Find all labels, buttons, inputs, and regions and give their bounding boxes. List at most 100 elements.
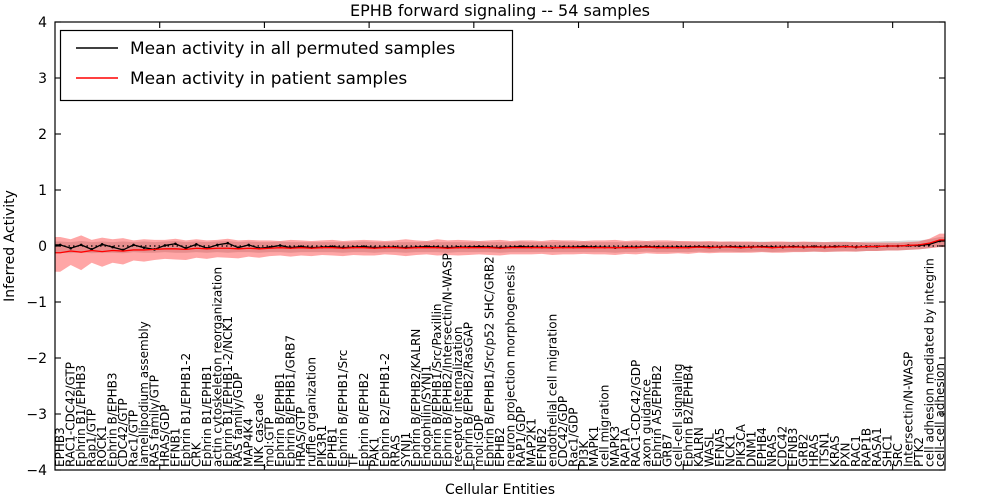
x-category-label: actin cytoskeleton reorganization xyxy=(210,267,224,467)
x-category-label: PIK3R1 xyxy=(315,425,329,467)
x-category-label: mol:GDP xyxy=(472,415,486,467)
series-marker xyxy=(278,244,282,247)
x-category-label: CDC42/GDP xyxy=(556,396,570,467)
series-marker xyxy=(174,242,177,246)
y-tick-label: 1 xyxy=(38,183,47,199)
series-marker xyxy=(69,246,73,250)
y-tick-label: 4 xyxy=(38,15,47,31)
x-category-label: ROCK1 xyxy=(95,425,109,467)
x-category-label: Ephrin B1/EPHB1-2/NCK1 xyxy=(221,316,235,467)
x-category-label: Ephrin B/EPHB1/Src/Paxillin xyxy=(430,303,444,467)
x-category-label: TF xyxy=(346,453,360,468)
chart-title: EPHB forward signaling -- 54 samples xyxy=(350,1,650,20)
x-category-label: GRB7 xyxy=(661,433,675,467)
y-tick-label: −1 xyxy=(26,295,47,311)
x-category-label: MAPK1 xyxy=(587,426,601,467)
x-category-label: mol:GTP xyxy=(263,417,277,467)
x-category-label: CRK xyxy=(189,441,203,467)
axes-frame xyxy=(54,21,946,471)
x-category-label: RAC1-CDC42/GTP xyxy=(64,362,78,467)
x-category-label: EPHB4 xyxy=(755,427,769,467)
x-category-label: MAPK3 xyxy=(608,426,622,467)
x-category-label: Ephrin A5/EPHB2 xyxy=(650,365,664,467)
x-category-label: EFNB3 xyxy=(786,428,800,467)
x-category-label: Ephrin B/EPHB1 xyxy=(273,373,287,467)
x-category-label: PI3K xyxy=(577,440,591,467)
x-category-label: Ephrin B/EPHB1/GRB7 xyxy=(284,335,298,467)
series-marker xyxy=(111,245,114,249)
x-category-label: NCK1 xyxy=(723,434,737,467)
x-category-label: Rap1/GTP xyxy=(85,409,99,467)
x-category-label: NRAS xyxy=(765,434,779,467)
legend-label-patient: Mean activity in patient samples xyxy=(130,69,407,89)
band-permuted-range xyxy=(55,237,945,254)
series-marker xyxy=(100,243,104,246)
x-category-label: HRAS xyxy=(807,434,821,467)
x-category-label: HRAS/GTP xyxy=(294,407,308,467)
series-marker xyxy=(163,244,167,247)
x-category-label: RRAS xyxy=(388,435,402,467)
x-category-label: endothelial cell migration xyxy=(545,314,559,467)
x-category-label: RAS family/GTP xyxy=(147,375,161,467)
legend: Mean activity in all permuted samples Me… xyxy=(59,29,514,102)
x-category-label: RAC1 xyxy=(849,435,863,467)
x-category-label: ruffle organization xyxy=(305,357,319,467)
x-category-label: Ephrin B/EPHB1/Src/p52 SHC/GRB2 xyxy=(483,256,497,467)
x-category-label: RAS family/GDP xyxy=(231,373,245,467)
x-category-label: receptor internalization xyxy=(451,327,465,467)
x-category-label: HRAS/GDP xyxy=(158,404,172,467)
legend-label-permuted: Mean activity in all permuted samples xyxy=(130,39,455,59)
x-category-label: neuron projection morphogenesis xyxy=(503,265,517,467)
x-category-label: MAP2K1 xyxy=(524,418,538,467)
series-marker xyxy=(142,246,146,249)
y-tick-label: −2 xyxy=(26,351,47,367)
x-category-label: cell-cell adhesion xyxy=(933,363,947,467)
x-category-label: Intersectin/N-WASP xyxy=(901,352,915,467)
series-marker xyxy=(79,243,83,247)
series-marker xyxy=(226,241,230,245)
x-category-label: cell migration xyxy=(598,385,612,467)
x-category-label: PTK2 xyxy=(912,437,926,467)
x-category-label: Ephrin B1/EPHB1-2 xyxy=(179,353,193,467)
x-category-label: EFNA5 xyxy=(713,428,727,467)
x-category-label: EPHB3 xyxy=(53,427,67,467)
x-category-label: Ephrin B/EPHB2/KALRN xyxy=(409,329,423,467)
x-category-label: PIK3CA xyxy=(734,423,748,467)
x-category-label: Rac1/GDP xyxy=(566,408,580,467)
y-tick-label: −3 xyxy=(26,407,47,423)
x-category-label: RAC1-CDC42/GDP xyxy=(629,360,643,467)
x-category-label: RASA1 xyxy=(870,427,884,467)
x-category-label: SHC1 xyxy=(880,434,894,467)
series-marker xyxy=(247,243,251,247)
x-axis-label: Cellular Entities xyxy=(445,482,555,498)
series-marker xyxy=(132,243,135,247)
x-category-label: Ephrin B/EPHB3 xyxy=(106,373,120,467)
x-category-label: EPHB2 xyxy=(493,427,507,467)
x-category-label: EFNB1 xyxy=(168,428,182,467)
x-category-label: RAP1B xyxy=(859,428,873,467)
x-category-label: Ephrin B2/EPHB4 xyxy=(681,365,695,467)
x-category-label: EPHB1 xyxy=(325,427,339,467)
x-category-label: axon guidance xyxy=(640,379,654,467)
x-category-label: lamellipodium assembly xyxy=(137,321,151,467)
x-category-label: cell-cell signaling xyxy=(671,364,685,468)
x-category-label: SRC xyxy=(891,443,905,467)
x-category-label: CDC42/GTP xyxy=(116,398,130,467)
x-category-label: Ephrin B/EPHB2/Intersectin/N-WASP xyxy=(441,253,455,467)
y-axis-label: Inferred Activity xyxy=(2,190,18,302)
x-category-label: Ephrin B/EPHB1/Src xyxy=(336,350,350,467)
x-category-label: Ephrin B1/EPHB1 xyxy=(200,365,214,467)
x-category-label: Ephrin B/EPHB2/RasGAP xyxy=(462,322,476,467)
series-marker xyxy=(215,243,219,247)
y-tick-label: 3 xyxy=(38,71,47,87)
x-category-label: ITSN1 xyxy=(818,432,832,467)
x-category-label: KALRN xyxy=(692,427,706,467)
x-category-label: Ephrin B1/EPHB3 xyxy=(74,365,88,467)
x-category-label: RAP1A xyxy=(619,427,633,467)
x-category-label: RAP1/GDP xyxy=(514,406,528,467)
x-category-label: PXN xyxy=(839,443,853,467)
legend-box xyxy=(59,29,514,102)
